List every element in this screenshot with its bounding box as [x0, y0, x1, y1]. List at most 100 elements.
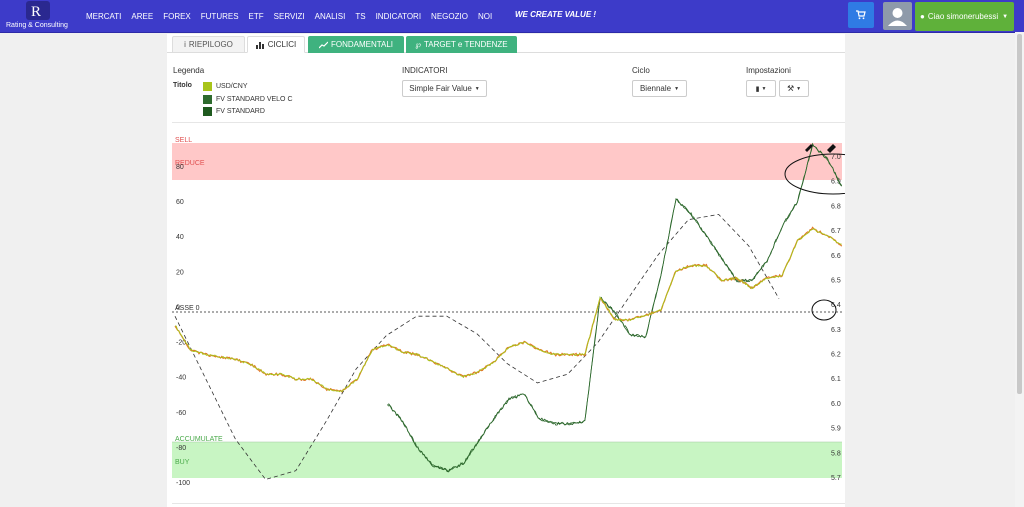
- logo-subtitle: Rating & Consulting: [6, 22, 68, 29]
- slogan: WE CREATE VALUE !: [515, 10, 597, 19]
- legend-swatch: [203, 106, 212, 116]
- y-left-tick: 20: [176, 269, 184, 276]
- legend-item-usdcny: USD/CNY: [203, 81, 248, 91]
- legenda-label: Legenda: [173, 66, 205, 75]
- pencil-icon[interactable]: [805, 144, 813, 152]
- nav-ts[interactable]: TS: [355, 11, 366, 21]
- user-icon: [888, 8, 907, 26]
- y-right-tick: 7.0: [831, 154, 841, 161]
- tab-ciclici-label: CICLICI: [267, 40, 297, 49]
- y-right-tick: 6.0: [831, 401, 841, 408]
- nav-servizi[interactable]: SERVIZI: [273, 11, 305, 21]
- nav-noi[interactable]: NOI: [477, 11, 493, 21]
- y-left-tick: -40: [176, 375, 186, 382]
- chart-series: [174, 142, 843, 480]
- zone-asse-label: ASSE 0: [175, 305, 200, 312]
- nav-analisi[interactable]: ANALISI: [314, 11, 346, 21]
- caret-down-icon: ▼: [674, 85, 680, 92]
- paint-brush-icon: ▮: [755, 85, 760, 93]
- y-left-tick: 0: [176, 304, 180, 311]
- impostazioni-label: Impostazioni: [746, 66, 791, 75]
- series-cycle-dashed: [174, 213, 780, 480]
- legend-item-fv-standard: FV STANDARD: [203, 106, 265, 116]
- eraser-icon[interactable]: [827, 144, 836, 153]
- ciclo-value: Biennale: [639, 84, 672, 93]
- wrench-icon: ⚒: [786, 84, 795, 93]
- y-right-tick: 5.8: [831, 450, 841, 457]
- legend-label: USD/CNY: [216, 82, 248, 90]
- settings-paint-button[interactable]: ▮ ▼: [746, 80, 776, 97]
- legend-label: FV STANDARD: [216, 107, 265, 115]
- section-divider: [172, 122, 845, 123]
- target-icon: ℘: [415, 40, 421, 49]
- y-right-tick: 6.8: [831, 203, 841, 210]
- annotation-ellipse-top: [784, 153, 845, 195]
- zone-sell-band: [172, 143, 842, 180]
- ciclo-label: Ciclo: [632, 66, 650, 75]
- nav-aree[interactable]: AREE: [131, 11, 154, 21]
- nav-negozio[interactable]: NEGOZIO: [431, 11, 468, 21]
- y-axis-right: 7.0 6.9 6.8 6.7 6.6 6.5 6.4 6.3 6.2 6.1 6.0 5.9 5.8 5…: [831, 154, 841, 482]
- tab-ciclici[interactable]: CICLICI: [247, 36, 305, 53]
- nav-indicatori[interactable]: INDICATORI: [375, 11, 422, 21]
- tab-target-label: TARGET e TENDENZE: [424, 40, 508, 49]
- nav-mercati[interactable]: MERCATI: [86, 11, 122, 21]
- nav-futures[interactable]: FUTURES: [200, 11, 239, 21]
- titolo-label: Titolo: [173, 82, 192, 89]
- line-chart-icon: [318, 41, 328, 48]
- tab-fondamentali-label: FONDAMENTALI: [330, 40, 394, 49]
- user-small-icon: ●: [920, 12, 925, 21]
- y-right-tick: 6.5: [831, 277, 841, 284]
- legend-swatch: [203, 81, 212, 91]
- ciclo-select[interactable]: Biennale ▼: [632, 80, 687, 97]
- user-menu-button[interactable]: ● Ciao simonerubessi ▼: [915, 2, 1014, 31]
- tab-target-tendenze[interactable]: ℘ TARGET e TENDENZE: [406, 36, 517, 53]
- y-right-tick: 6.7: [831, 228, 841, 235]
- zone-reduce-label: REDUCE: [175, 160, 205, 167]
- tab-riepilogo-label: RIEPILOGO: [188, 40, 233, 49]
- legend-swatch: [203, 94, 212, 104]
- nav-etf[interactable]: ETF: [248, 11, 264, 21]
- nav-forex[interactable]: FOREX: [163, 11, 191, 21]
- y-right-tick: 5.9: [831, 426, 841, 433]
- caret-down-icon: ▼: [761, 85, 767, 92]
- top-navbar: R Rating & Consulting MERCATI AREE FOREX…: [0, 0, 1024, 33]
- scrollbar-thumb[interactable]: [1017, 34, 1022, 394]
- legend-item-fv-velo: FV STANDARD VELO C: [203, 94, 293, 104]
- bar-chart-icon: [255, 41, 264, 49]
- y-right-tick: 6.4: [831, 302, 841, 309]
- zone-accumulate-label: ACCUMULATE: [175, 436, 223, 443]
- y-left-tick: -80: [176, 445, 186, 452]
- series-line-1: [387, 143, 843, 473]
- y-left-tick: 60: [176, 199, 184, 206]
- y-right-tick: 6.1: [831, 376, 841, 383]
- y-right-tick: 5.7: [831, 475, 841, 482]
- caret-down-icon: ▼: [796, 85, 802, 92]
- y-right-tick: 6.6: [831, 253, 841, 260]
- cycle-chart[interactable]: SELL REDUCE ASSE 0 ACCUMULATE BUY 80 60 40…: [167, 130, 845, 488]
- y-left-tick: -100: [176, 480, 190, 487]
- cart-button[interactable]: [848, 2, 874, 28]
- zone-buy-band: [172, 442, 842, 478]
- annotation-ellipse-mid: [811, 299, 837, 321]
- info-icon: i: [184, 40, 186, 49]
- section-divider: [172, 503, 845, 504]
- zone-sell-label: SELL: [175, 137, 192, 144]
- indicatori-value: Simple Fair Value: [409, 84, 472, 93]
- main-nav: MERCATI AREE FOREX FUTURES ETF SERVIZI A…: [81, 0, 497, 32]
- tab-fondamentali[interactable]: FONDAMENTALI: [308, 36, 404, 53]
- page-scrollbar[interactable]: [1015, 32, 1024, 507]
- tab-riepilogo[interactable]: i RIEPILOGO: [172, 36, 245, 53]
- chevron-down-icon: ▼: [1002, 13, 1009, 20]
- settings-tools-button[interactable]: ⚒ ▼: [779, 80, 809, 97]
- svg-text:R: R: [31, 4, 41, 20]
- y-right-tick: 6.9: [831, 179, 841, 186]
- y-right-tick: 6.3: [831, 327, 841, 334]
- y-left-tick: -20: [176, 340, 186, 347]
- brand-logo[interactable]: R Rating & Consulting: [4, 1, 72, 31]
- caret-down-icon: ▼: [474, 85, 480, 92]
- user-avatar-button[interactable]: [883, 2, 912, 30]
- indicatori-select[interactable]: Simple Fair Value ▼: [402, 80, 487, 97]
- series-line-9: [174, 226, 843, 393]
- series-line-2: [387, 142, 842, 473]
